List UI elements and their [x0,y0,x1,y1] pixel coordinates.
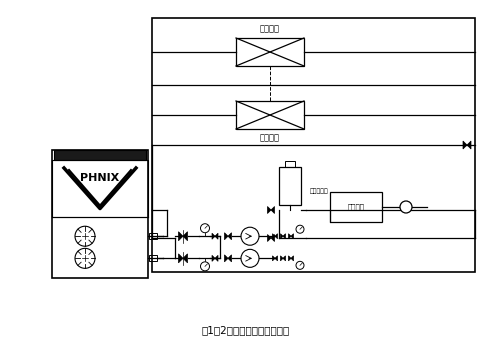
Text: PHNIX: PHNIX [80,173,120,183]
Polygon shape [212,233,215,239]
Polygon shape [467,141,471,149]
Circle shape [296,261,304,269]
Circle shape [201,224,210,233]
Circle shape [201,262,210,271]
Text: 图1－2闭式膨胀定压罐的安装: 图1－2闭式膨胀定压罐的安装 [202,325,290,335]
Circle shape [296,225,304,233]
Bar [149,255,157,261]
Circle shape [75,226,95,246]
Polygon shape [271,235,275,242]
Polygon shape [228,255,232,262]
Text: 末端风盘: 末端风盘 [260,133,280,142]
Bar [236,38,304,66]
Polygon shape [268,206,271,213]
Polygon shape [224,233,228,240]
Polygon shape [275,256,278,261]
Polygon shape [291,234,293,239]
Polygon shape [215,233,218,239]
Polygon shape [183,232,187,241]
Polygon shape [178,232,183,241]
Polygon shape [228,233,232,240]
Polygon shape [281,234,283,239]
Bar [52,150,148,278]
Polygon shape [271,206,275,213]
Polygon shape [224,255,228,262]
Circle shape [241,227,259,245]
Bar [52,160,148,217]
Bar [149,233,157,239]
Bar [285,161,295,167]
Text: 膨胀定压罐: 膨胀定压罐 [310,188,329,194]
Polygon shape [183,254,187,263]
Polygon shape [273,234,275,239]
Bar [236,101,304,129]
Polygon shape [215,255,218,261]
Circle shape [75,248,95,268]
Text: 末端风盘: 末端风盘 [260,24,280,33]
Polygon shape [178,254,183,263]
Polygon shape [283,256,285,261]
Circle shape [241,249,259,267]
Polygon shape [273,256,275,261]
Bar [330,192,382,222]
Circle shape [400,201,412,213]
Polygon shape [281,256,283,261]
Polygon shape [288,234,291,239]
Text: 控制模块: 控制模块 [348,204,364,210]
Polygon shape [288,256,291,261]
Polygon shape [212,255,215,261]
Polygon shape [283,234,285,239]
Bar [152,18,475,272]
Bar [54,150,146,160]
Polygon shape [275,234,278,239]
Polygon shape [463,141,467,149]
Polygon shape [291,256,293,261]
Polygon shape [268,235,271,242]
Bar [279,167,301,205]
